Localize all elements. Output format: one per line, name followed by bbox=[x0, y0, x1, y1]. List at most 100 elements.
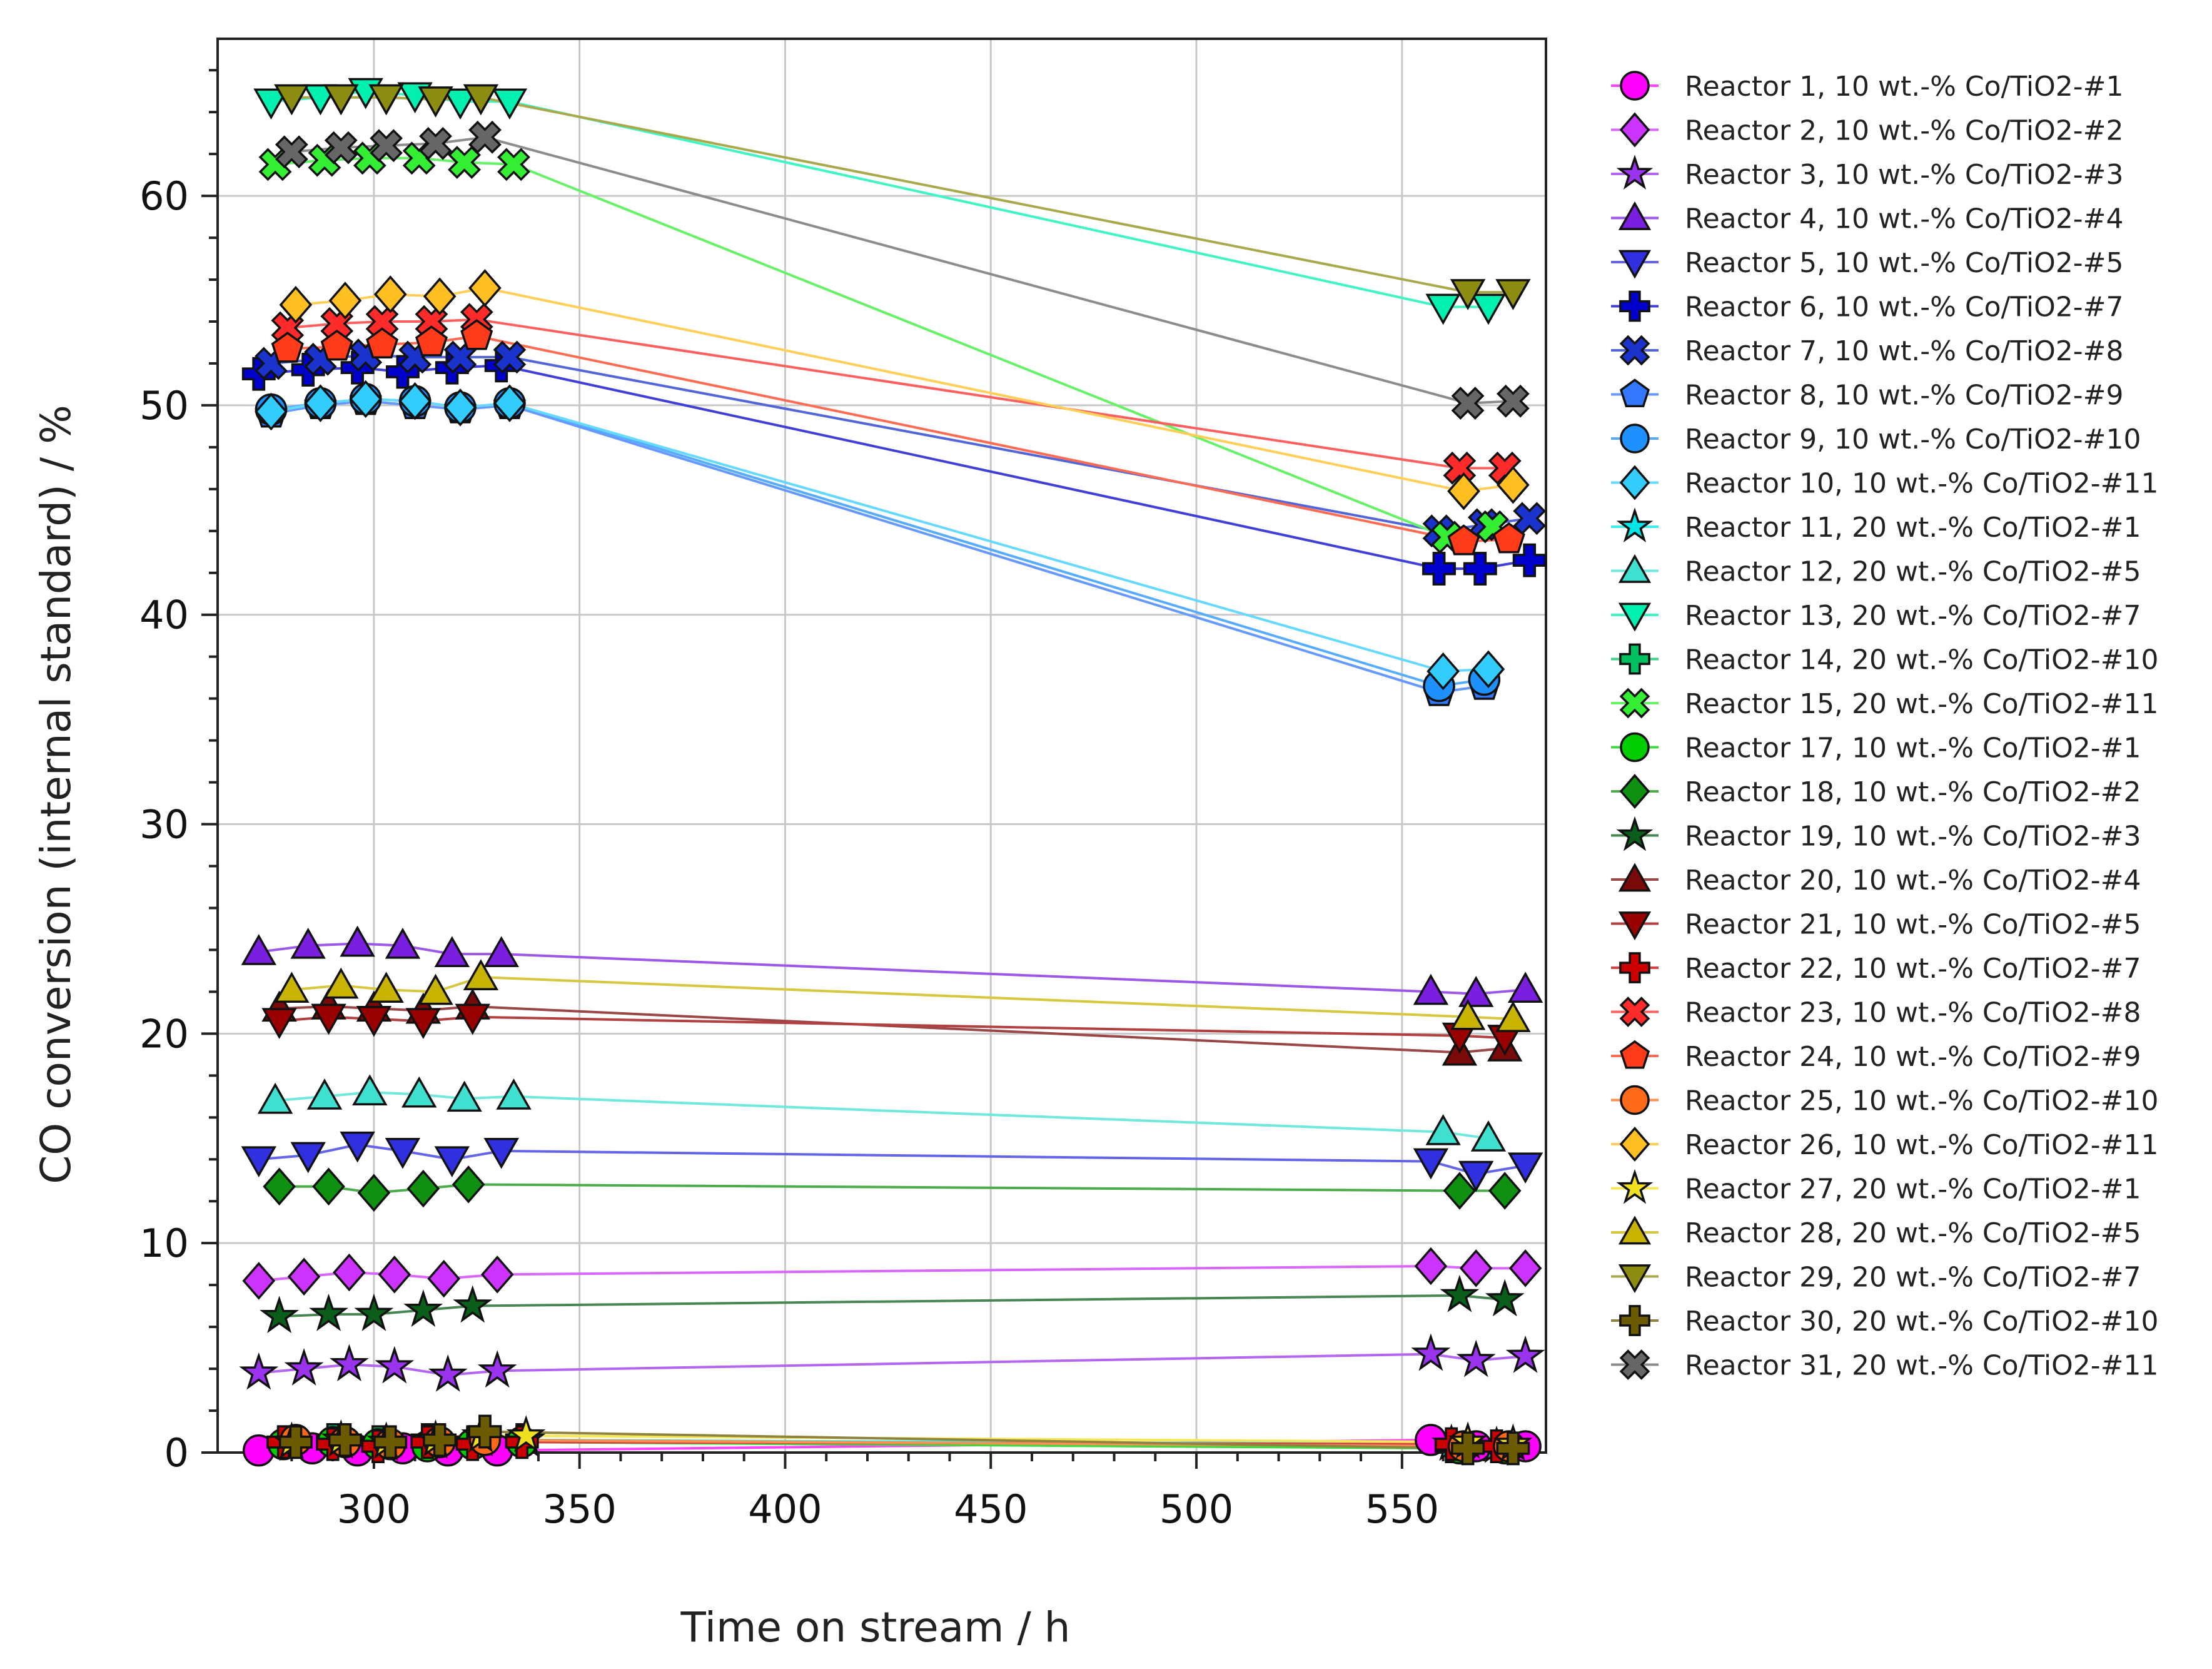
legend-item: Reactor 1, 10 wt.-% Co/TiO2-#1 bbox=[1611, 71, 2124, 103]
y-tick-label: 50 bbox=[139, 383, 189, 429]
series-25-point bbox=[468, 269, 502, 307]
series-3-point bbox=[375, 1346, 415, 1384]
series-5-point bbox=[385, 1137, 421, 1169]
legend-item: Reactor 28, 20 wt.-% Co/TiO2-#5 bbox=[1611, 1215, 2141, 1249]
series-13-point bbox=[253, 88, 289, 120]
series-4-point bbox=[241, 934, 277, 965]
series-30-point bbox=[324, 131, 358, 165]
series-15-point bbox=[448, 146, 481, 179]
legend-item: Reactor 19, 10 wt.-% Co/TiO2-#3 bbox=[1611, 816, 2141, 853]
series-12-point bbox=[447, 1080, 482, 1112]
y-tick-label: 0 bbox=[164, 1430, 189, 1476]
legend-item: Reactor 27, 20 wt.-% Co/TiO2-#1 bbox=[1611, 1169, 2141, 1205]
legend-item: Reactor 29, 20 wt.-% Co/TiO2-#7 bbox=[1611, 1262, 2141, 1294]
series-4-point bbox=[290, 927, 326, 959]
legend-label: Reactor 2, 10 wt.-% Co/TiO2-#2 bbox=[1685, 115, 2124, 147]
legend-item: Reactor 10, 10 wt.-% Co/TiO2-#11 bbox=[1611, 465, 2158, 500]
series-2-point bbox=[378, 1256, 412, 1294]
legend-item: Reactor 13, 20 wt.-% Co/TiO2-#7 bbox=[1611, 600, 2141, 632]
series-18-point bbox=[354, 1293, 394, 1331]
y-tick-label: 20 bbox=[139, 1011, 189, 1057]
series-12-point bbox=[257, 1082, 293, 1114]
legend-item: Reactor 26, 10 wt.-% Co/TiO2-#11 bbox=[1611, 1127, 2158, 1162]
legend-marker bbox=[1616, 155, 1654, 190]
series-4-point bbox=[340, 925, 375, 957]
series-28-point bbox=[1495, 279, 1531, 310]
series-4-point bbox=[385, 927, 421, 959]
series-3-point bbox=[329, 1344, 369, 1382]
legend-item: Reactor 22, 10 wt.-% Co/TiO2-#7 bbox=[1611, 952, 2141, 985]
series-markers bbox=[239, 78, 1547, 1467]
legend-item: Reactor 23, 10 wt.-% Co/TiO2-#8 bbox=[1611, 997, 2141, 1029]
series-2-point bbox=[287, 1257, 321, 1296]
series-7-point bbox=[1513, 502, 1547, 535]
legend-marker bbox=[1619, 774, 1650, 809]
legend-marker bbox=[1619, 643, 1650, 675]
series-2-point bbox=[1459, 1249, 1493, 1287]
legend-label: Reactor 24, 10 wt.-% Co/TiO2-#9 bbox=[1685, 1041, 2141, 1073]
legend-marker bbox=[1619, 687, 1650, 719]
series-29-point bbox=[423, 1423, 457, 1457]
legend-item: Reactor 3, 10 wt.-% Co/TiO2-#3 bbox=[1611, 155, 2124, 191]
series-17-point bbox=[1443, 1172, 1477, 1210]
legend-label: Reactor 15, 20 wt.-% Co/TiO2-#11 bbox=[1685, 688, 2158, 720]
legend-item: Reactor 14, 20 wt.-% Co/TiO2-#10 bbox=[1611, 643, 2158, 676]
series-7-line bbox=[271, 353, 1530, 532]
series-10-line bbox=[271, 397, 1488, 673]
legend-marker bbox=[1619, 290, 1650, 322]
series-25-point bbox=[1447, 472, 1480, 510]
series-29-point bbox=[1496, 1431, 1530, 1466]
series-20-point bbox=[455, 1003, 490, 1035]
series-12-point bbox=[401, 1076, 437, 1108]
legend-label: Reactor 12, 20 wt.-% Co/TiO2-#5 bbox=[1685, 556, 2141, 588]
series-5-point bbox=[483, 1137, 519, 1169]
legend-item: Reactor 18, 10 wt.-% Co/TiO2-#2 bbox=[1611, 774, 2141, 809]
series-18-point bbox=[453, 1285, 493, 1323]
legend-marker bbox=[1618, 250, 1652, 279]
series-5-point bbox=[1413, 1148, 1449, 1180]
series-20-point bbox=[311, 1003, 346, 1035]
legend-item: Reactor 5, 10 wt.-% Co/TiO2-#5 bbox=[1611, 247, 2124, 279]
series-27-point bbox=[1495, 1001, 1531, 1032]
y-tick-label: 30 bbox=[139, 802, 189, 848]
series-25-point bbox=[373, 275, 407, 313]
axes bbox=[201, 38, 1547, 1469]
series-29-point bbox=[373, 1425, 408, 1459]
legend-marker bbox=[1620, 732, 1650, 763]
legend-item: Reactor 6, 10 wt.-% Co/TiO2-#7 bbox=[1611, 290, 2124, 323]
series-17-point bbox=[407, 1169, 440, 1208]
series-10-point bbox=[398, 382, 432, 420]
series-20-point bbox=[356, 1005, 392, 1037]
y-tick-label: 60 bbox=[139, 173, 189, 219]
series-13-point bbox=[492, 88, 528, 120]
series-12-point bbox=[352, 1074, 388, 1106]
legend-item: Reactor 11, 20 wt.-% Co/TiO2-#1 bbox=[1611, 507, 2141, 544]
series-30-point bbox=[1451, 387, 1485, 420]
series-13-point bbox=[442, 88, 478, 120]
series-5-point bbox=[1458, 1160, 1494, 1192]
series-30-point bbox=[1497, 384, 1530, 418]
series-23-point bbox=[320, 329, 353, 361]
series-13-point bbox=[1425, 293, 1461, 325]
legend-label: Reactor 28, 20 wt.-% Co/TiO2-#5 bbox=[1685, 1217, 2141, 1249]
series-27-point bbox=[368, 971, 404, 1003]
x-tick-label: 300 bbox=[337, 1486, 411, 1532]
series-20-line bbox=[279, 1015, 1505, 1040]
legend-item: Reactor 12, 20 wt.-% Co/TiO2-#5 bbox=[1611, 554, 2141, 588]
series-10-point bbox=[493, 384, 527, 422]
tick-labels: 300 350 400 450 500 550 0 10 20 30 40 50 60 bbox=[139, 173, 1439, 1532]
series-7-point bbox=[493, 340, 527, 374]
y-tick-label: 40 bbox=[139, 592, 189, 638]
legend-marker bbox=[1619, 1349, 1650, 1380]
legend-marker bbox=[1616, 1169, 1654, 1204]
series-15-point bbox=[497, 148, 530, 181]
legend-item: Reactor 20, 10 wt.-% Co/TiO2-#4 bbox=[1611, 863, 2141, 896]
legend-item: Reactor 9, 10 wt.-% Co/TiO2-#10 bbox=[1611, 424, 2141, 455]
legend-item: Reactor 30, 20 wt.-% Co/TiO2-#10 bbox=[1611, 1305, 2158, 1337]
series-5-point bbox=[434, 1146, 470, 1178]
series-13-line bbox=[271, 89, 1488, 308]
series-22-point bbox=[1443, 451, 1477, 485]
series-18-point bbox=[403, 1289, 443, 1327]
legend-label: Reactor 20, 10 wt.-% Co/TiO2-#4 bbox=[1685, 865, 2141, 896]
series-28-point bbox=[1450, 279, 1486, 310]
